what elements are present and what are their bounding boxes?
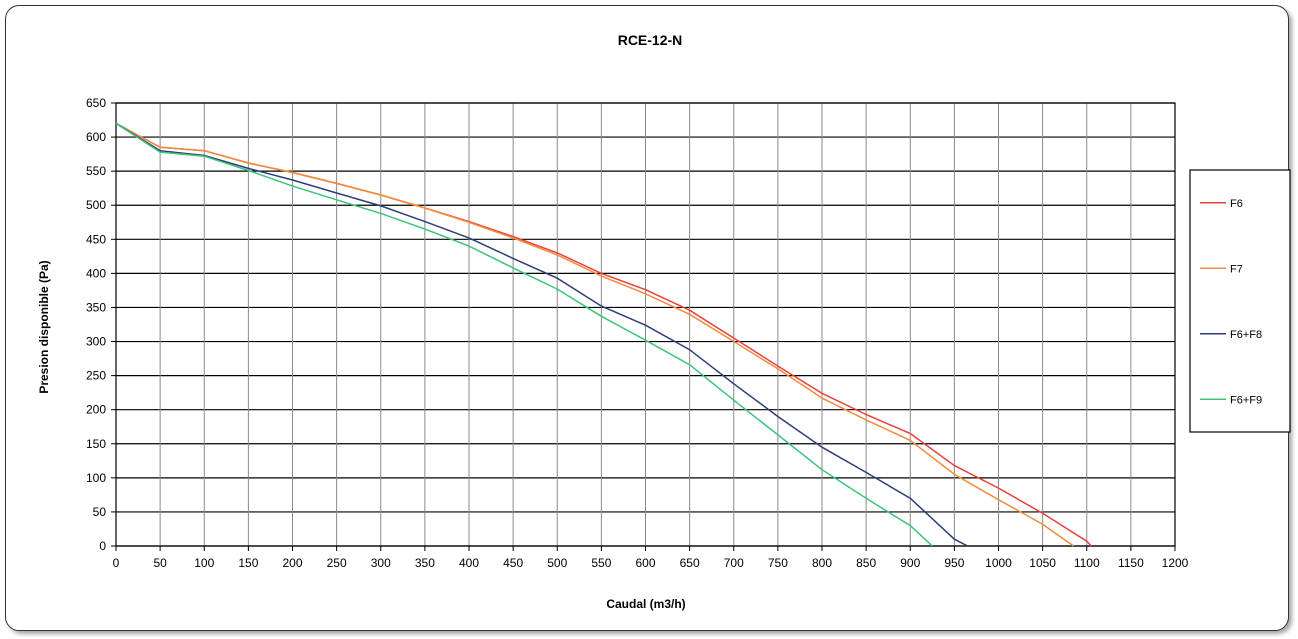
- x-tick-label: 250: [327, 556, 347, 570]
- y-tick-label: 100: [86, 471, 106, 485]
- legend-label: F7: [1230, 263, 1243, 275]
- x-axis-ticks: 0 50 100 150 200 250 300 350 400 450 500 550 600 650 7…: [113, 546, 1189, 570]
- x-tick-label: 0: [113, 556, 120, 570]
- series-line-f6-plus-f9: [115, 122, 933, 547]
- series-line-f6-plus-f8: [115, 122, 968, 547]
- x-tick-label: 100: [194, 556, 214, 570]
- x-axis-label: Caudal (m3/h): [606, 597, 685, 611]
- y-tick-label: 150: [86, 437, 106, 451]
- x-tick-label: 1000: [985, 556, 1012, 570]
- y-tick-label: 450: [86, 232, 106, 246]
- y-tick-label: 300: [86, 335, 106, 349]
- y-tick-label: 350: [86, 300, 106, 314]
- series-line-f7: [115, 122, 1074, 547]
- x-tick-label: 150: [238, 556, 258, 570]
- x-tick-label: 650: [680, 556, 700, 570]
- x-tick-label: 950: [944, 556, 964, 570]
- series-lines: [115, 122, 1092, 547]
- x-tick-label: 600: [635, 556, 655, 570]
- legend-label: F6: [1230, 198, 1243, 210]
- x-tick-label: 450: [503, 556, 523, 570]
- y-tick-label: 400: [86, 266, 106, 280]
- x-tick-label: 850: [856, 556, 876, 570]
- y-tick-label: 0: [99, 539, 106, 553]
- x-tick-label: 300: [371, 556, 391, 570]
- x-tick-label: 1200: [1162, 556, 1189, 570]
- y-tick-label: 200: [86, 403, 106, 417]
- y-tick-label: 500: [86, 198, 106, 212]
- x-tick-label: 200: [282, 556, 302, 570]
- x-tick-label: 1150: [1118, 556, 1144, 570]
- x-tick-label: 400: [459, 556, 479, 570]
- y-axis-label: Presion disponible (Pa): [37, 260, 51, 393]
- x-tick-label: 550: [591, 556, 611, 570]
- x-tick-label: 1100: [1074, 556, 1100, 570]
- y-tick-label: 600: [86, 130, 106, 144]
- x-tick-label: 700: [724, 556, 744, 570]
- x-tick-label: 50: [153, 556, 167, 570]
- x-tick-label: 750: [768, 556, 788, 570]
- legend-box: [1189, 169, 1291, 433]
- chart-frame: [5, 5, 1289, 631]
- legend-label: F6+F9: [1230, 394, 1262, 406]
- y-tick-label: 50: [93, 505, 107, 519]
- legend-label: F6+F8: [1230, 329, 1262, 341]
- y-tick-label: 550: [86, 164, 106, 178]
- legend: F6 F7 F6+F8 F6+F9: [1189, 169, 1291, 433]
- chart-title: RCE-12-N: [618, 32, 683, 48]
- series-line-f6: [115, 122, 1092, 547]
- y-tick-label: 650: [86, 96, 106, 110]
- x-tick-label: 1050: [1029, 556, 1056, 570]
- y-tick-label: 250: [86, 369, 106, 383]
- y-axis-ticks: 0 50 100 150 200 250 300 350 400 450 500 550 600 650: [86, 96, 116, 553]
- x-tick-label: 500: [547, 556, 567, 570]
- x-tick-label: 800: [812, 556, 832, 570]
- x-tick-label: 350: [415, 556, 435, 570]
- x-tick-label: 900: [900, 556, 920, 570]
